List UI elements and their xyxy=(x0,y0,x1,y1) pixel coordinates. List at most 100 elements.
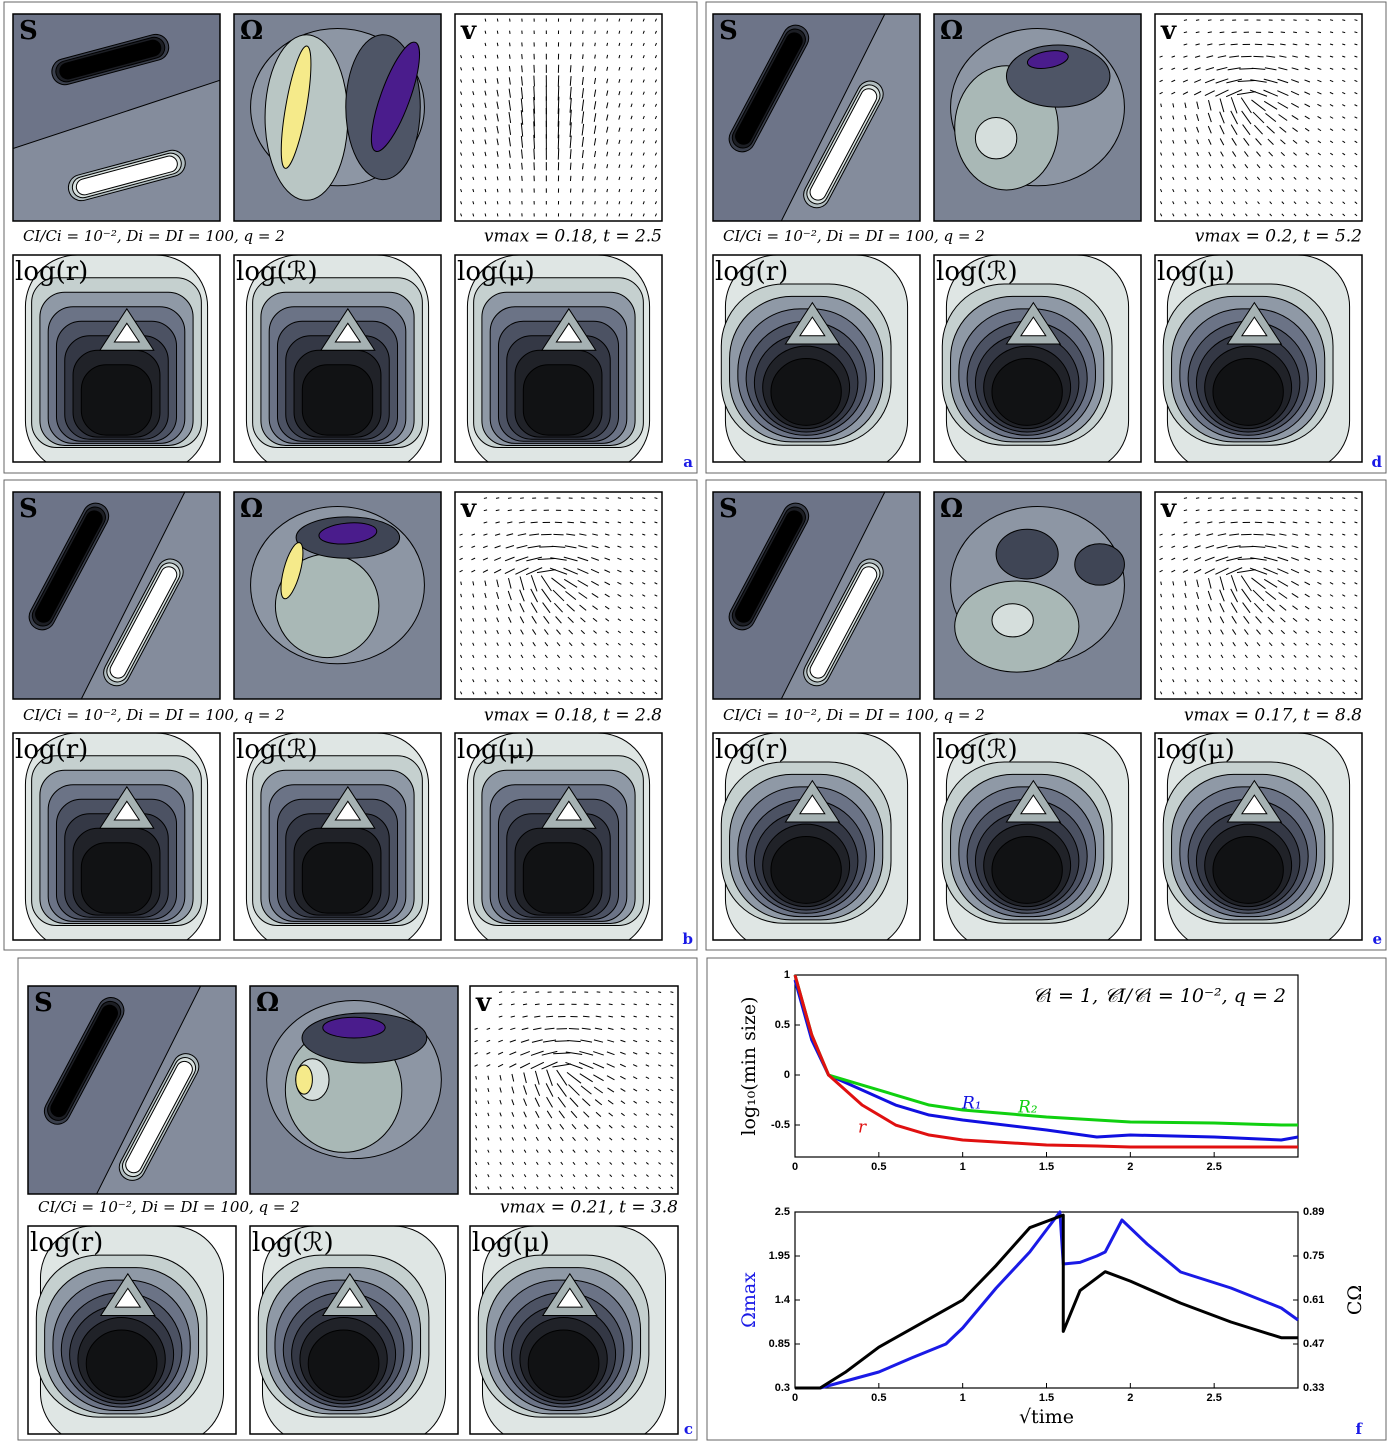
vector xyxy=(569,76,572,86)
vector xyxy=(1279,55,1287,58)
vector xyxy=(633,1015,637,1018)
subplot-label: log(μ) xyxy=(472,1228,550,1258)
vector xyxy=(1230,97,1238,114)
vector xyxy=(545,691,548,695)
vector xyxy=(654,521,658,524)
vector xyxy=(1354,140,1358,144)
vector xyxy=(1292,55,1298,58)
vector xyxy=(546,1110,553,1119)
vector xyxy=(1236,91,1256,96)
y-tick-label: 0 xyxy=(784,1069,790,1081)
vector xyxy=(630,42,633,47)
vector xyxy=(535,1110,540,1119)
vector xyxy=(1208,176,1212,181)
vector xyxy=(1172,679,1175,683)
vector xyxy=(1244,666,1248,671)
vector xyxy=(594,188,596,193)
vector xyxy=(509,1039,516,1043)
vector xyxy=(472,176,475,181)
vector xyxy=(1304,115,1310,120)
vector xyxy=(1291,592,1299,599)
vector xyxy=(1329,618,1334,622)
vector xyxy=(658,1162,662,1165)
vector xyxy=(645,1113,650,1116)
vector xyxy=(1196,101,1199,110)
vector xyxy=(581,99,585,112)
frame xyxy=(27,985,237,1195)
contour xyxy=(735,510,803,623)
vector xyxy=(596,1137,601,1141)
panel-frame xyxy=(706,957,1387,1441)
vector xyxy=(496,629,499,635)
vector xyxy=(532,666,536,671)
x-tick-label: 1 xyxy=(960,1161,966,1173)
vector xyxy=(630,91,633,95)
vector xyxy=(472,164,475,168)
vector xyxy=(1249,567,1268,575)
y-tick-label: 2.5 xyxy=(775,1206,790,1218)
vector xyxy=(499,1124,502,1129)
vector xyxy=(1196,666,1199,671)
vector xyxy=(520,654,524,659)
vector xyxy=(496,89,499,97)
vector xyxy=(541,1050,558,1056)
vector xyxy=(526,556,543,562)
vector xyxy=(548,1149,551,1153)
vector xyxy=(511,1073,515,1082)
vector xyxy=(1267,43,1274,46)
vector xyxy=(606,188,609,193)
vector xyxy=(549,567,568,575)
vector xyxy=(472,666,475,671)
vector xyxy=(544,642,549,647)
vector xyxy=(654,188,657,193)
frame xyxy=(933,254,1142,463)
vector xyxy=(557,666,560,671)
panel-letter: f xyxy=(1356,1420,1364,1438)
vector xyxy=(1354,679,1358,683)
vector xyxy=(1184,114,1187,121)
vector xyxy=(606,164,609,169)
vector xyxy=(1183,19,1188,21)
vector xyxy=(484,654,487,659)
vector xyxy=(642,42,645,47)
vector xyxy=(1317,91,1322,95)
vector xyxy=(606,139,609,145)
vector xyxy=(606,66,609,71)
vector xyxy=(581,65,584,72)
vector xyxy=(536,1174,539,1178)
vector xyxy=(1231,615,1237,624)
vector xyxy=(1232,629,1237,635)
vector xyxy=(560,1186,564,1190)
vector xyxy=(1227,67,1241,71)
frame xyxy=(12,254,221,463)
vector xyxy=(592,1062,605,1069)
vector xyxy=(1292,605,1298,610)
vector xyxy=(1196,592,1200,599)
vector xyxy=(1330,164,1334,168)
vector xyxy=(1195,497,1200,499)
plot-area xyxy=(1155,733,1362,940)
vector xyxy=(670,1064,674,1067)
vector xyxy=(530,1050,544,1056)
vector xyxy=(460,152,463,156)
subplot-label: Ω xyxy=(940,16,963,46)
vector xyxy=(620,1039,626,1043)
vector xyxy=(606,1051,615,1056)
vector xyxy=(1194,545,1201,549)
vector xyxy=(460,91,463,95)
vector xyxy=(1182,557,1189,561)
vector xyxy=(1208,679,1212,683)
parameters: CI/Ci = 10⁻², Di = DI = 100, q = 2 xyxy=(23,706,285,724)
vector xyxy=(670,1088,674,1092)
vector xyxy=(496,654,499,659)
vector xyxy=(1342,679,1346,683)
vector xyxy=(499,1174,502,1178)
frame xyxy=(933,13,1142,222)
vector xyxy=(1208,151,1212,157)
vector xyxy=(1255,138,1262,146)
vector xyxy=(1330,201,1334,205)
vector xyxy=(519,1062,531,1069)
vector xyxy=(1219,124,1225,135)
vector xyxy=(1208,691,1212,695)
